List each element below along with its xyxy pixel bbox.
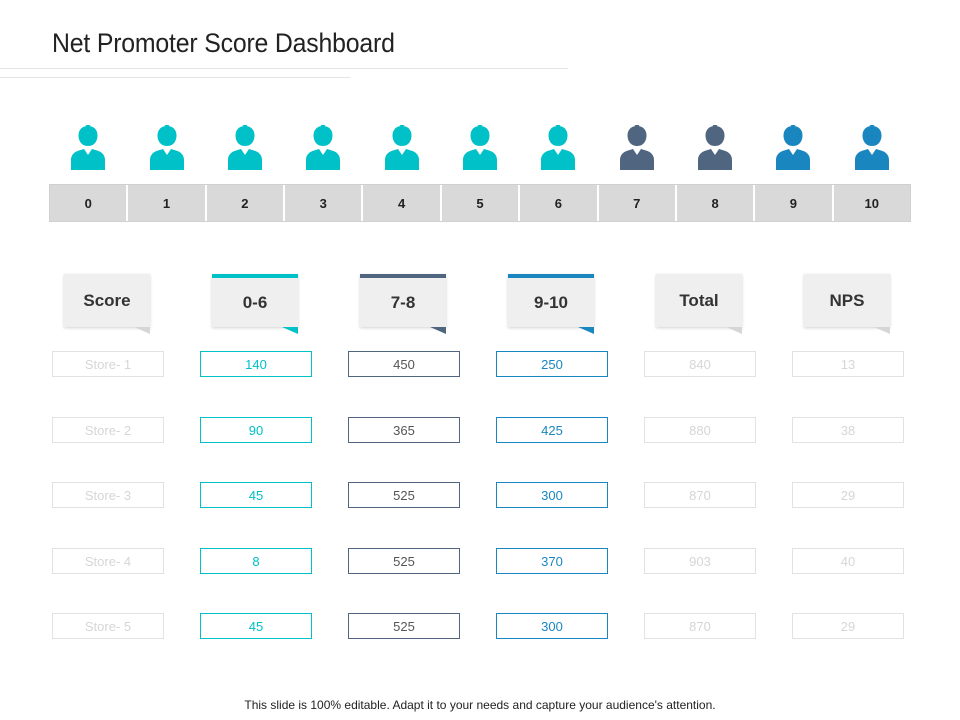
header-tail <box>578 327 594 334</box>
passives-cell: 525 <box>348 548 460 574</box>
detractors-cell: 90 <box>200 417 312 443</box>
scale-cell: 9 <box>755 185 834 221</box>
page-title: Net Promoter Score Dashboard <box>52 28 395 58</box>
header-card: Score <box>64 274 150 334</box>
store-cell: Store- 4 <box>52 548 164 574</box>
header-label: Score <box>64 274 150 327</box>
passives-cell: 525 <box>348 482 460 508</box>
total-cell: 870 <box>644 482 756 508</box>
promoters-cell: 300 <box>496 482 608 508</box>
nps-cell: 29 <box>792 613 904 639</box>
promoters-cell: 370 <box>496 548 608 574</box>
person-icon <box>695 124 735 172</box>
header-label: 9-10 <box>508 274 594 327</box>
title-divider <box>0 68 568 69</box>
person-icon <box>538 124 578 172</box>
person-icon <box>147 124 187 172</box>
header-label: 7-8 <box>360 274 446 327</box>
person-icon <box>852 124 892 172</box>
store-cell: Store- 2 <box>52 417 164 443</box>
header-card: Total <box>656 274 742 334</box>
scale-cell: 7 <box>599 185 677 221</box>
detractors-cell: 140 <box>200 351 312 377</box>
scale-cell: 5 <box>442 185 521 221</box>
total-cell: 870 <box>644 613 756 639</box>
header-card: 0-6 <box>212 274 298 334</box>
scale-cell: 0 <box>50 185 129 221</box>
nps-cell: 38 <box>792 417 904 443</box>
store-cell: Store- 3 <box>52 482 164 508</box>
store-cell: Store- 1 <box>52 351 164 377</box>
passives-cell: 365 <box>348 417 460 443</box>
scale-cell: 1 <box>128 185 207 221</box>
header-label: NPS <box>804 274 890 327</box>
detractors-cell: 45 <box>200 613 312 639</box>
scale-cell: 6 <box>520 185 599 221</box>
header-card: NPS <box>804 274 890 334</box>
header-tail <box>430 327 446 334</box>
header-tail <box>874 327 890 334</box>
person-icon <box>68 124 108 172</box>
promoters-cell: 300 <box>496 613 608 639</box>
person-icon <box>460 124 500 172</box>
person-icon <box>773 124 813 172</box>
scale-cell: 3 <box>285 185 364 221</box>
scale-cell: 4 <box>363 185 442 221</box>
score-scale-bar: 0 1 2 3 4 5 6 7 8 9 10 <box>49 184 911 222</box>
scale-cell: 8 <box>677 185 756 221</box>
passives-cell: 450 <box>348 351 460 377</box>
header-tail <box>134 327 150 334</box>
scale-cell: 10 <box>864 195 879 211</box>
header-tail <box>726 327 742 334</box>
promoters-cell: 250 <box>496 351 608 377</box>
person-icon <box>382 124 422 172</box>
promoters-cell: 425 <box>496 417 608 443</box>
nps-cell: 13 <box>792 351 904 377</box>
person-icon <box>225 124 265 172</box>
store-cell: Store- 5 <box>52 613 164 639</box>
person-icon <box>303 124 343 172</box>
person-icon <box>617 124 657 172</box>
header-card: 9-10 <box>508 274 594 334</box>
detractors-cell: 45 <box>200 482 312 508</box>
header-card: 7-8 <box>360 274 446 334</box>
nps-cell: 29 <box>792 482 904 508</box>
total-cell: 840 <box>644 351 756 377</box>
nps-cell: 40 <box>792 548 904 574</box>
total-cell: 903 <box>644 548 756 574</box>
header-label: Total <box>656 274 742 327</box>
header-tail <box>282 327 298 334</box>
detractors-cell: 8 <box>200 548 312 574</box>
header-label: 0-6 <box>212 274 298 327</box>
passives-cell: 525 <box>348 613 460 639</box>
footer-note: This slide is 100% editable. Adapt it to… <box>244 698 716 712</box>
title-divider-short <box>0 77 350 78</box>
scale-cell: 2 <box>207 185 286 221</box>
total-cell: 880 <box>644 417 756 443</box>
